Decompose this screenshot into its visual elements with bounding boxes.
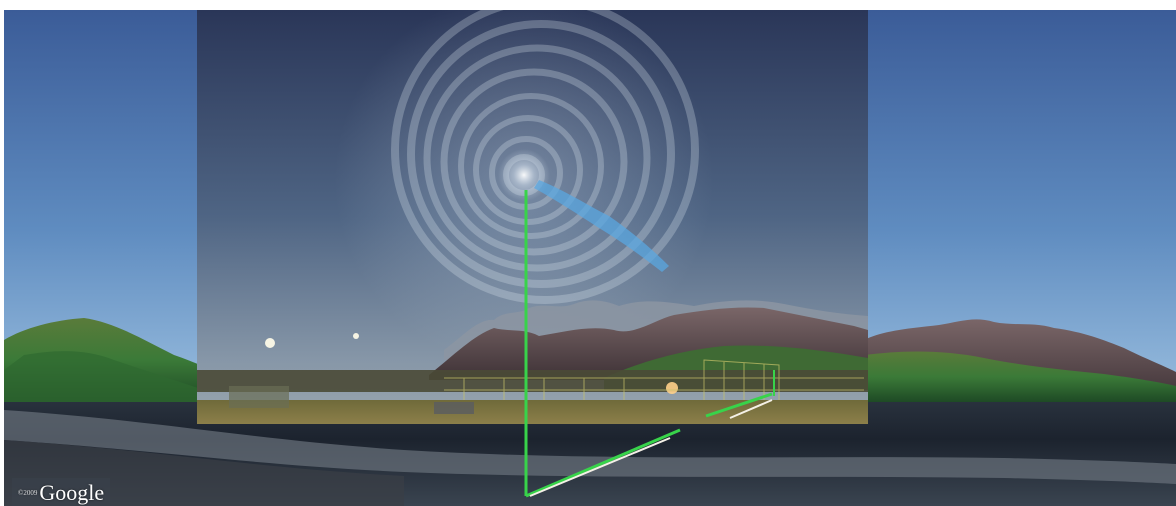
warm-light	[666, 382, 678, 394]
spiral-tail	[534, 180, 669, 272]
right-hills-green	[864, 351, 1176, 402]
left-hill-shade	[4, 351, 204, 402]
road-shadow	[4, 440, 404, 506]
town-band	[197, 370, 868, 392]
spiral-rings	[391, 10, 699, 304]
composite-scene	[4, 10, 1176, 506]
google-watermark: ©2009 Google	[12, 478, 111, 506]
guide-line-diagonal-white	[529, 437, 671, 497]
watermark-text: Google	[39, 480, 105, 505]
street-light-1	[265, 338, 275, 348]
watermark-prefix: ©2009	[18, 489, 38, 497]
guide-line-diagonal	[525, 428, 681, 498]
foreground-ground	[197, 400, 868, 424]
street-light-2	[353, 333, 359, 339]
guide-lines	[524, 190, 775, 498]
guide-line-short	[705, 392, 773, 418]
overlay-photo	[197, 10, 868, 424]
guide-line-short-white	[729, 399, 773, 419]
road-band	[4, 410, 1176, 484]
spiral-core	[498, 149, 550, 201]
